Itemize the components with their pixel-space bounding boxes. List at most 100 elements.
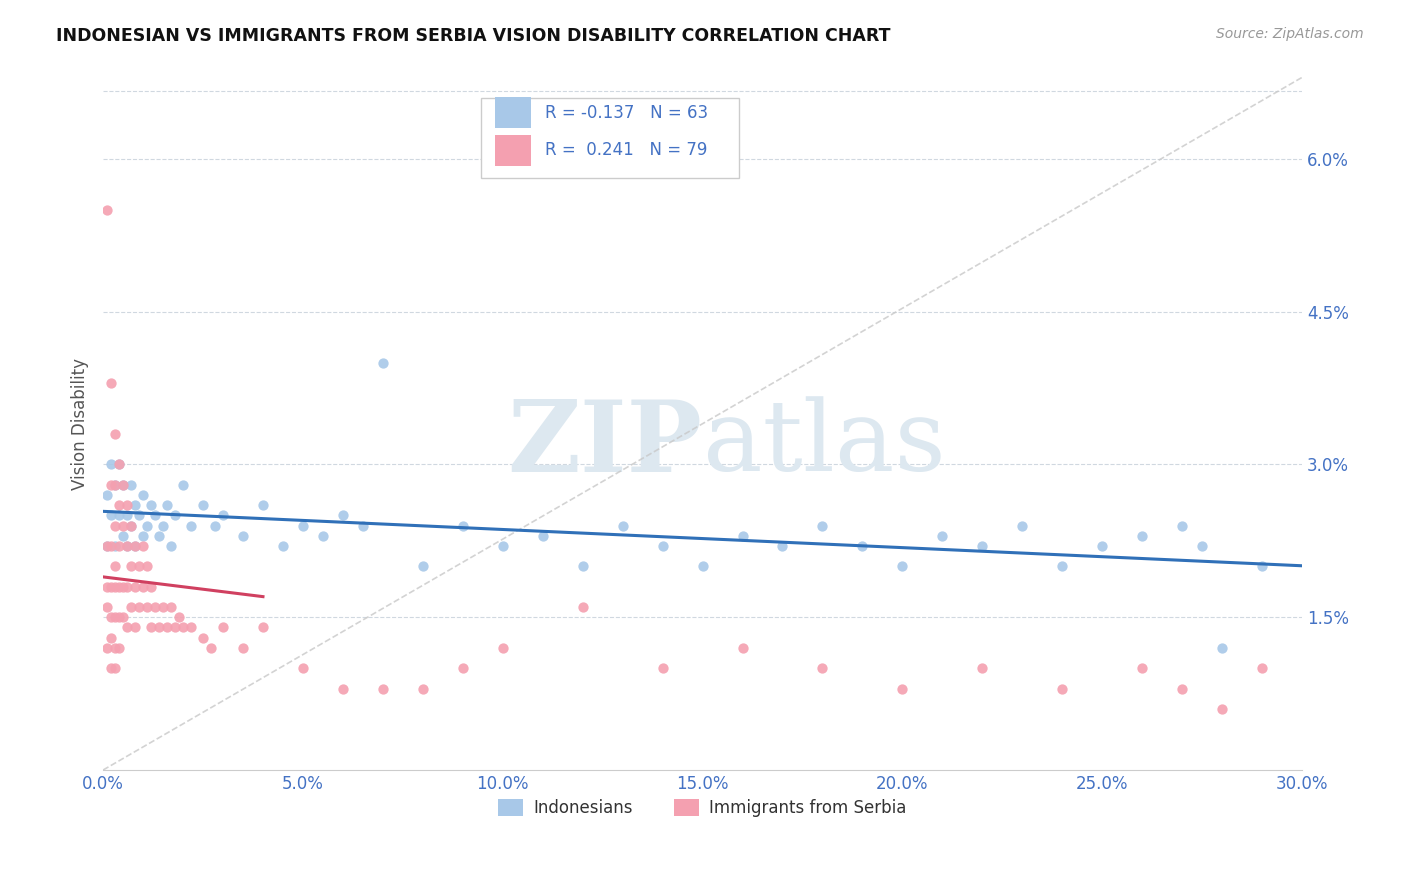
- Point: [332, 508, 354, 523]
- Point: [1130, 529, 1153, 543]
- Point: [811, 661, 834, 675]
- Point: [104, 426, 127, 441]
- Point: [115, 620, 138, 634]
- Point: [100, 478, 122, 492]
- Point: [152, 600, 174, 615]
- Point: [160, 539, 183, 553]
- Point: [204, 518, 226, 533]
- Point: [492, 640, 515, 655]
- Point: [180, 620, 202, 634]
- Legend: Indonesians, Immigrants from Serbia: Indonesians, Immigrants from Serbia: [492, 792, 914, 824]
- Point: [271, 539, 294, 553]
- Point: [96, 600, 118, 615]
- Point: [128, 600, 150, 615]
- Point: [128, 508, 150, 523]
- Point: [108, 498, 131, 512]
- Point: [1171, 518, 1194, 533]
- Point: [612, 518, 634, 533]
- Point: [100, 631, 122, 645]
- Point: [1211, 640, 1233, 655]
- Point: [100, 610, 122, 624]
- Text: INDONESIAN VS IMMIGRANTS FROM SERBIA VISION DISABILITY CORRELATION CHART: INDONESIAN VS IMMIGRANTS FROM SERBIA VIS…: [56, 27, 891, 45]
- Point: [212, 508, 235, 523]
- Point: [148, 620, 170, 634]
- Point: [96, 488, 118, 502]
- Point: [96, 539, 118, 553]
- Point: [104, 478, 127, 492]
- Point: [104, 610, 127, 624]
- Point: [651, 661, 673, 675]
- Point: [100, 458, 122, 472]
- Point: [96, 539, 118, 553]
- Point: [112, 478, 135, 492]
- Point: [191, 631, 214, 645]
- Point: [811, 518, 834, 533]
- Point: [252, 498, 274, 512]
- Point: [96, 202, 118, 217]
- Point: [312, 529, 335, 543]
- Point: [972, 539, 994, 553]
- Point: [1050, 559, 1073, 574]
- Point: [143, 600, 166, 615]
- Point: [132, 488, 155, 502]
- Point: [120, 518, 142, 533]
- Point: [124, 539, 146, 553]
- Point: [120, 600, 142, 615]
- Point: [148, 529, 170, 543]
- Point: [651, 539, 673, 553]
- Text: atlas: atlas: [703, 397, 945, 492]
- Point: [156, 620, 179, 634]
- Point: [412, 681, 434, 696]
- Point: [132, 580, 155, 594]
- Point: [100, 539, 122, 553]
- Point: [191, 498, 214, 512]
- Point: [100, 376, 122, 390]
- Point: [115, 498, 138, 512]
- Point: [128, 559, 150, 574]
- Point: [112, 518, 135, 533]
- Point: [100, 580, 122, 594]
- Point: [108, 458, 131, 472]
- Point: [891, 681, 914, 696]
- Point: [1091, 539, 1114, 553]
- Point: [139, 620, 162, 634]
- Point: [104, 559, 127, 574]
- Point: [115, 539, 138, 553]
- Text: Source: ZipAtlas.com: Source: ZipAtlas.com: [1216, 27, 1364, 41]
- Point: [1050, 681, 1073, 696]
- FancyBboxPatch shape: [481, 98, 738, 178]
- Point: [124, 498, 146, 512]
- Point: [200, 640, 222, 655]
- Point: [115, 508, 138, 523]
- Point: [291, 518, 314, 533]
- Text: R = -0.137   N = 63: R = -0.137 N = 63: [546, 103, 709, 122]
- Point: [492, 539, 515, 553]
- Point: [136, 600, 159, 615]
- Point: [1171, 681, 1194, 696]
- Point: [571, 600, 593, 615]
- Point: [212, 620, 235, 634]
- Point: [972, 661, 994, 675]
- Point: [252, 620, 274, 634]
- Point: [112, 478, 135, 492]
- Point: [112, 610, 135, 624]
- FancyBboxPatch shape: [495, 97, 531, 128]
- Point: [96, 640, 118, 655]
- Point: [132, 539, 155, 553]
- Point: [1211, 702, 1233, 716]
- Point: [1130, 661, 1153, 675]
- Y-axis label: Vision Disability: Vision Disability: [72, 358, 89, 490]
- Point: [108, 508, 131, 523]
- Point: [124, 539, 146, 553]
- Point: [132, 529, 155, 543]
- Point: [108, 539, 131, 553]
- Point: [112, 529, 135, 543]
- Point: [100, 661, 122, 675]
- Point: [172, 478, 194, 492]
- Point: [1191, 539, 1213, 553]
- Point: [1251, 661, 1274, 675]
- Point: [124, 580, 146, 594]
- Point: [108, 580, 131, 594]
- Point: [104, 580, 127, 594]
- Point: [104, 640, 127, 655]
